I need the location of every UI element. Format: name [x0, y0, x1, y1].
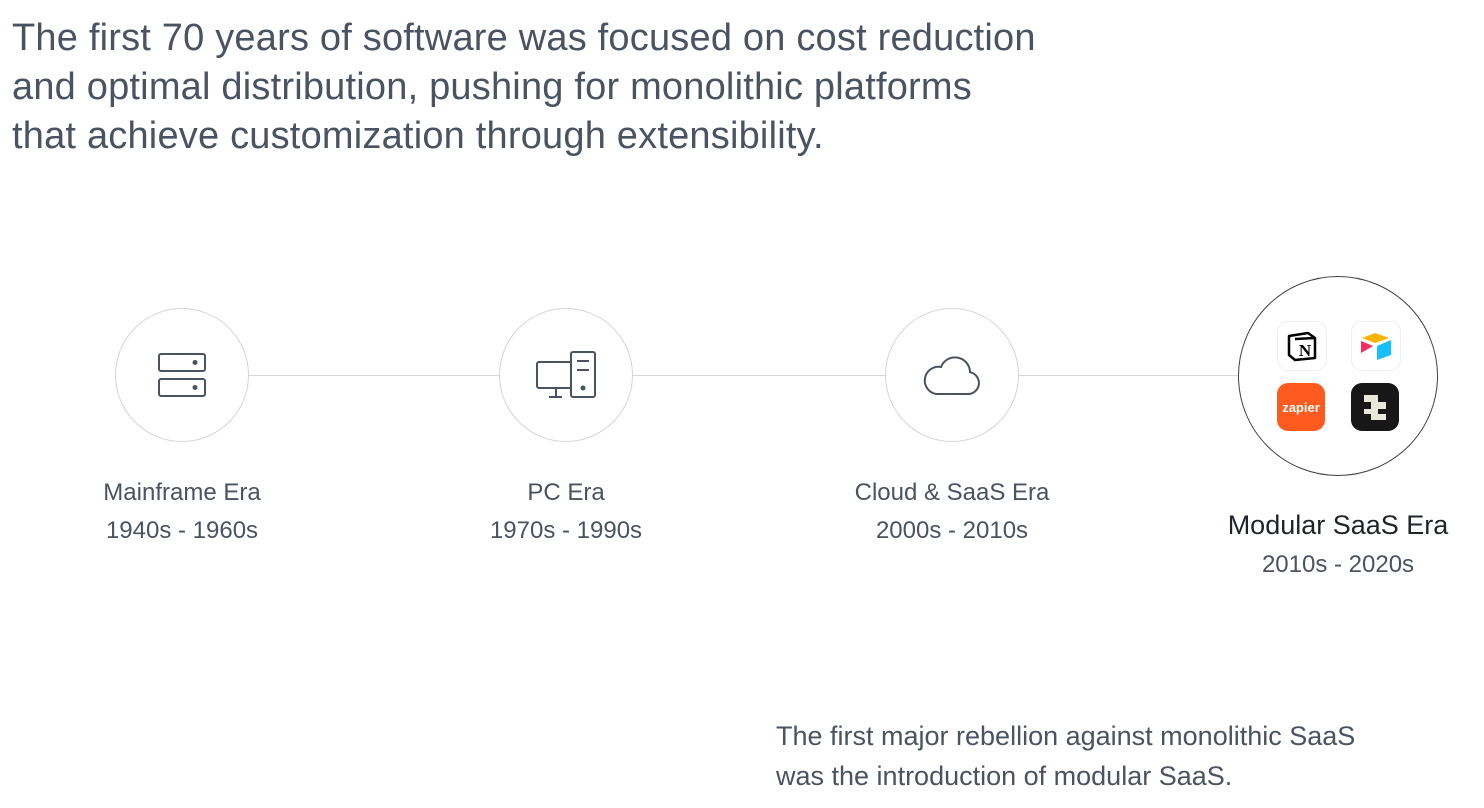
- era-name: Mainframe Era: [103, 479, 261, 506]
- era-label-pc: PC Era 1970s - 1990s: [416, 474, 716, 550]
- era-years: 1970s - 1990s: [489, 517, 643, 544]
- headline-line: and optimal distribution, pushing for mo…: [12, 66, 972, 108]
- notion-logo-icon: N: [1277, 321, 1327, 371]
- era-label-modular-saas: Modular SaaS Era 2010s - 2020s: [1188, 505, 1484, 585]
- era-name: PC Era: [527, 479, 605, 506]
- zapier-wordmark: zapier: [1282, 399, 1320, 415]
- footer-caption: The first major rebellion against monoli…: [776, 716, 1355, 796]
- cloud-icon: [923, 356, 980, 395]
- era-node-pc: [499, 308, 633, 442]
- headline-line: that achieve customization through exten…: [12, 115, 824, 157]
- era-label-cloud: Cloud & SaaS Era 2000s - 2010s: [802, 474, 1102, 550]
- timeline-connector: [632, 375, 886, 376]
- headline-line: The first 70 years of software was focus…: [12, 17, 1036, 59]
- timeline-connector: [248, 375, 500, 376]
- server-icon: [158, 353, 206, 397]
- airtable-logo-icon: [1351, 321, 1401, 371]
- caption-line: was the introduction of modular SaaS.: [776, 761, 1233, 791]
- era-node-mainframe: [115, 308, 249, 442]
- app-logo-grid: N zapier: [1277, 321, 1401, 431]
- desktop-computer-icon: [536, 351, 596, 398]
- headline: The first 70 years of software was focus…: [12, 14, 1036, 161]
- era-node-modular-saas: N zapier: [1238, 276, 1438, 476]
- caption-line: The first major rebellion against monoli…: [776, 721, 1356, 751]
- era-name: Modular SaaS Era: [1227, 510, 1449, 540]
- era-label-mainframe: Mainframe Era 1940s - 1960s: [32, 474, 332, 550]
- era-years: 2010s - 2020s: [1261, 551, 1415, 578]
- timeline-connector: [1018, 375, 1240, 376]
- svg-text:N: N: [1299, 341, 1312, 360]
- era-node-cloud: [885, 308, 1019, 442]
- era-years: 2000s - 2010s: [875, 517, 1029, 544]
- dark-app-logo-icon: [1351, 383, 1399, 431]
- zapier-logo-icon: zapier: [1277, 383, 1325, 431]
- era-years: 1940s - 1960s: [105, 517, 259, 544]
- era-name: Cloud & SaaS Era: [854, 479, 1050, 506]
